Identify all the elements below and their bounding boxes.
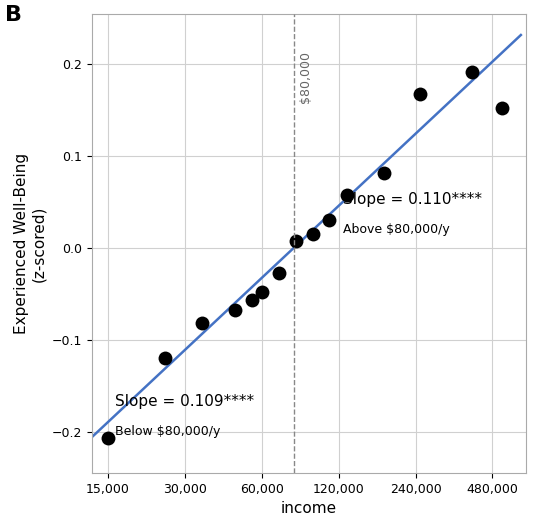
Text: B: B <box>5 5 22 25</box>
Point <box>343 190 352 199</box>
Point <box>258 288 266 296</box>
Point <box>274 269 283 277</box>
Text: Slope = 0.110****: Slope = 0.110**** <box>343 192 482 207</box>
Point <box>198 319 206 328</box>
Point <box>325 216 333 225</box>
Point <box>468 67 476 76</box>
Point <box>498 103 507 112</box>
Point <box>248 296 256 305</box>
Point <box>230 306 239 315</box>
Y-axis label: Experienced Well-Being
(z-scored): Experienced Well-Being (z-scored) <box>14 153 46 334</box>
Point <box>292 236 301 245</box>
Text: $80,000: $80,000 <box>299 50 312 103</box>
Text: Above $80,000/y: Above $80,000/y <box>343 223 450 236</box>
Point <box>416 90 424 98</box>
Text: Slope = 0.109****: Slope = 0.109**** <box>115 394 254 409</box>
Text: Below $80,000/y: Below $80,000/y <box>115 425 220 438</box>
Point <box>104 434 112 442</box>
Point <box>160 354 169 363</box>
X-axis label: income: income <box>281 501 337 516</box>
Point <box>379 169 388 177</box>
Point <box>308 230 317 239</box>
